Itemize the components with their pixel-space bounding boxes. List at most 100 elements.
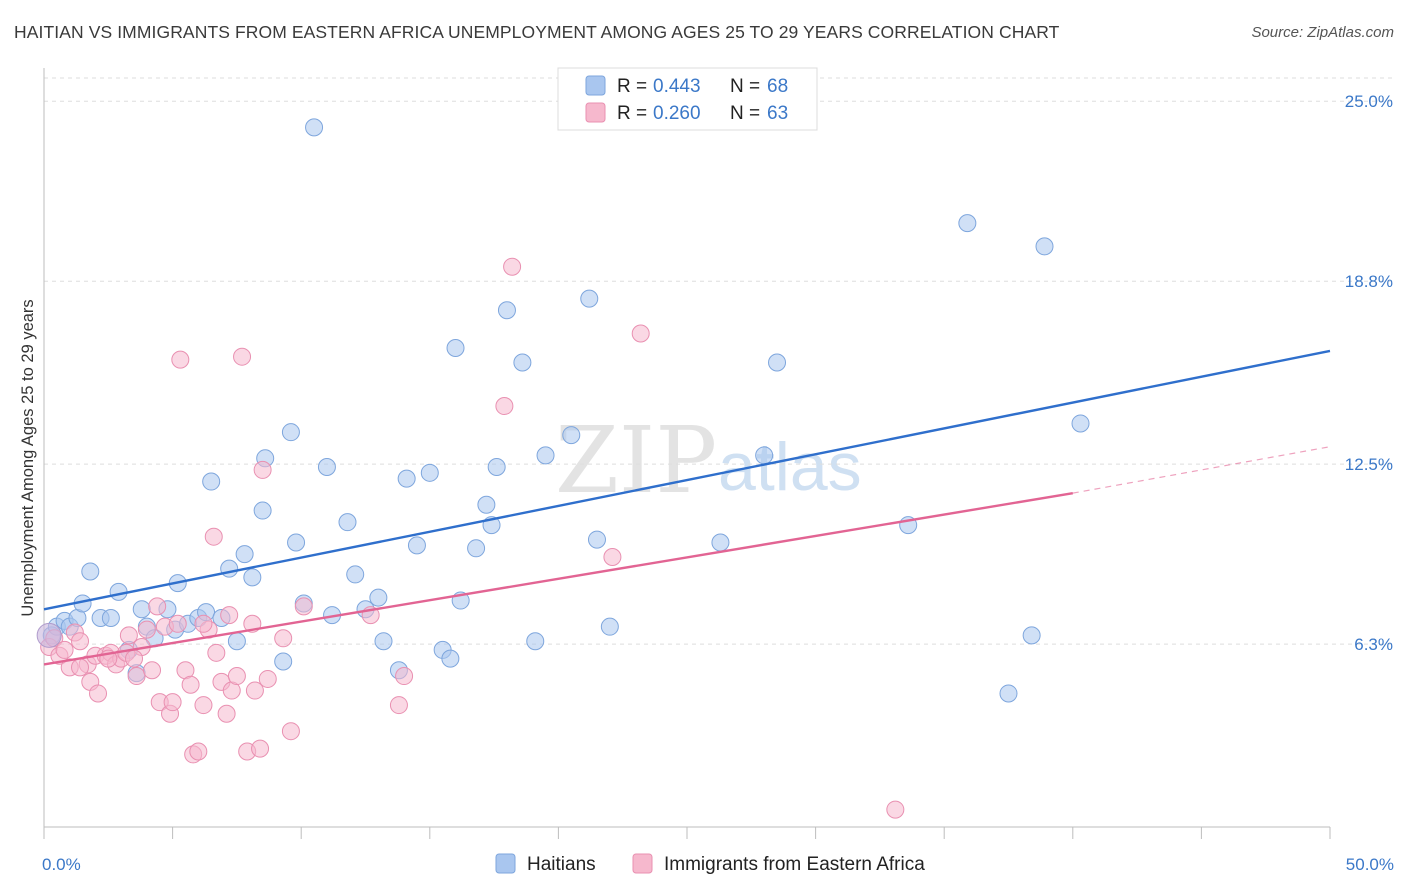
point-s0-36 xyxy=(338,513,357,532)
point-s0-23 xyxy=(220,559,239,578)
point-s0-6 xyxy=(81,562,100,581)
point-s0-25 xyxy=(235,545,254,564)
point-s0-55 xyxy=(526,632,545,651)
point-s1-54 xyxy=(503,257,522,276)
legend-n-label-1: N = xyxy=(730,76,760,97)
point-s0-43 xyxy=(407,536,426,555)
bottom-legend-haitians: Haitians xyxy=(527,854,596,875)
bottom-legend-eastern-africa: Immigrants from Eastern Africa xyxy=(664,854,925,875)
point-s0-46 xyxy=(441,649,460,668)
point-s0-8 xyxy=(101,608,120,627)
point-s0-31 xyxy=(287,533,306,552)
trend-line-1 xyxy=(43,491,1073,666)
point-s1-25 xyxy=(163,693,182,712)
legend-r-label-2: R = xyxy=(617,103,647,124)
y-tick-labels: 6.3% 12.5% 18.8% 25.0% xyxy=(1345,92,1393,654)
point-s1-27 xyxy=(171,350,190,369)
point-s1-46 xyxy=(258,669,277,688)
legend-r-value-2: 0.260 xyxy=(653,103,701,124)
point-s1-57 xyxy=(886,800,905,819)
point-s0-24 xyxy=(227,632,246,651)
legend-n-value-2: 63 xyxy=(767,103,788,124)
point-s1-43 xyxy=(245,681,264,700)
x-tick-labels: 0.0% 50.0% xyxy=(42,855,1394,874)
point-s1-53 xyxy=(495,397,514,416)
point-s0-26 xyxy=(243,568,262,587)
point-s0-29 xyxy=(274,652,293,671)
point-s0-61 xyxy=(711,533,730,552)
source-label: Source: ZipAtlas.com xyxy=(1251,24,1394,41)
bottom-legend-swatch-haitians xyxy=(495,853,516,874)
point-s1-29 xyxy=(181,675,200,694)
watermark-atlas: atlas xyxy=(718,429,862,505)
point-s0-60 xyxy=(600,617,619,636)
point-s1-39 xyxy=(227,667,246,686)
point-s1-16 xyxy=(119,626,138,645)
point-s0-53 xyxy=(497,301,516,320)
legend-n-value-1: 68 xyxy=(767,76,788,97)
point-s0-66 xyxy=(999,684,1018,703)
legend-swatch-eastern-africa xyxy=(585,102,606,123)
point-s1-44 xyxy=(251,739,270,758)
point-s0-42 xyxy=(397,469,416,488)
point-s0-37 xyxy=(346,565,365,584)
trend-line-0 xyxy=(43,349,1331,611)
legend: R = 0.443 N = 68 R = 0.260 N = 63 xyxy=(557,67,818,131)
y-tick-label-1: 12.5% xyxy=(1345,455,1393,474)
point-s0-65 xyxy=(958,214,977,233)
point-s1-62 xyxy=(71,658,90,677)
point-s1-21 xyxy=(148,597,167,616)
chart-title: HAITIAN VS IMMIGRANTS FROM EASTERN AFRIC… xyxy=(14,22,1060,42)
legend-r-value-1: 0.443 xyxy=(653,76,701,97)
point-s1-49 xyxy=(294,597,313,616)
point-s1-17 xyxy=(127,667,146,686)
point-s0-58 xyxy=(580,289,599,308)
point-s0-44 xyxy=(420,463,439,482)
point-s0-47 xyxy=(446,338,465,357)
point-s1-40 xyxy=(233,347,252,366)
y-tick-label-3: 25.0% xyxy=(1345,92,1393,111)
point-s0-69 xyxy=(1071,414,1090,433)
axes xyxy=(43,68,1331,839)
point-s1-59 xyxy=(194,614,213,633)
point-s0-21 xyxy=(202,472,221,491)
point-s0-52 xyxy=(487,458,506,477)
legend-swatch-haitians xyxy=(585,75,606,96)
x-tick-label-1: 50.0% xyxy=(1346,855,1394,874)
point-s1-26 xyxy=(168,614,187,633)
point-s0-40 xyxy=(374,632,393,651)
point-s0-9 xyxy=(109,582,128,601)
point-s1-32 xyxy=(194,696,213,715)
point-s1-31 xyxy=(189,742,208,761)
y-axis-label: Unemployment Among Ages 25 to 29 years xyxy=(19,299,37,616)
point-s0-49 xyxy=(467,539,486,558)
point-s1-47 xyxy=(274,629,293,648)
trend-lines xyxy=(43,349,1331,666)
point-s1-35 xyxy=(207,643,226,662)
point-s1-19 xyxy=(137,620,156,639)
bottom-legend: Haitians Immigrants from Eastern Africa xyxy=(495,853,925,875)
point-s0-30 xyxy=(281,423,300,442)
point-s1-58 xyxy=(220,606,239,625)
bottom-legend-swatch-eastern-africa xyxy=(632,853,653,874)
point-s1-20 xyxy=(143,661,162,680)
point-s1-60 xyxy=(125,649,144,668)
point-s0-33 xyxy=(305,118,324,137)
point-s1-6 xyxy=(71,632,90,651)
point-s0-54 xyxy=(513,353,532,372)
point-s1-34 xyxy=(204,527,223,546)
point-s0-39 xyxy=(369,588,388,607)
point-s0-12 xyxy=(132,600,151,619)
point-s0-59 xyxy=(587,530,606,549)
point-s0-34 xyxy=(317,458,336,477)
point-s0-56 xyxy=(536,446,555,465)
point-s1-48 xyxy=(281,722,300,741)
point-s0-27 xyxy=(253,501,272,520)
trend-line-dashed-1 xyxy=(1072,446,1331,494)
point-s1-3 xyxy=(55,640,74,659)
point-s0-67 xyxy=(1022,626,1041,645)
point-s1-45 xyxy=(253,460,272,479)
watermark-zip: ZIP xyxy=(555,407,717,514)
point-s1-56 xyxy=(631,324,650,343)
y-tick-label-2: 18.8% xyxy=(1345,272,1393,291)
